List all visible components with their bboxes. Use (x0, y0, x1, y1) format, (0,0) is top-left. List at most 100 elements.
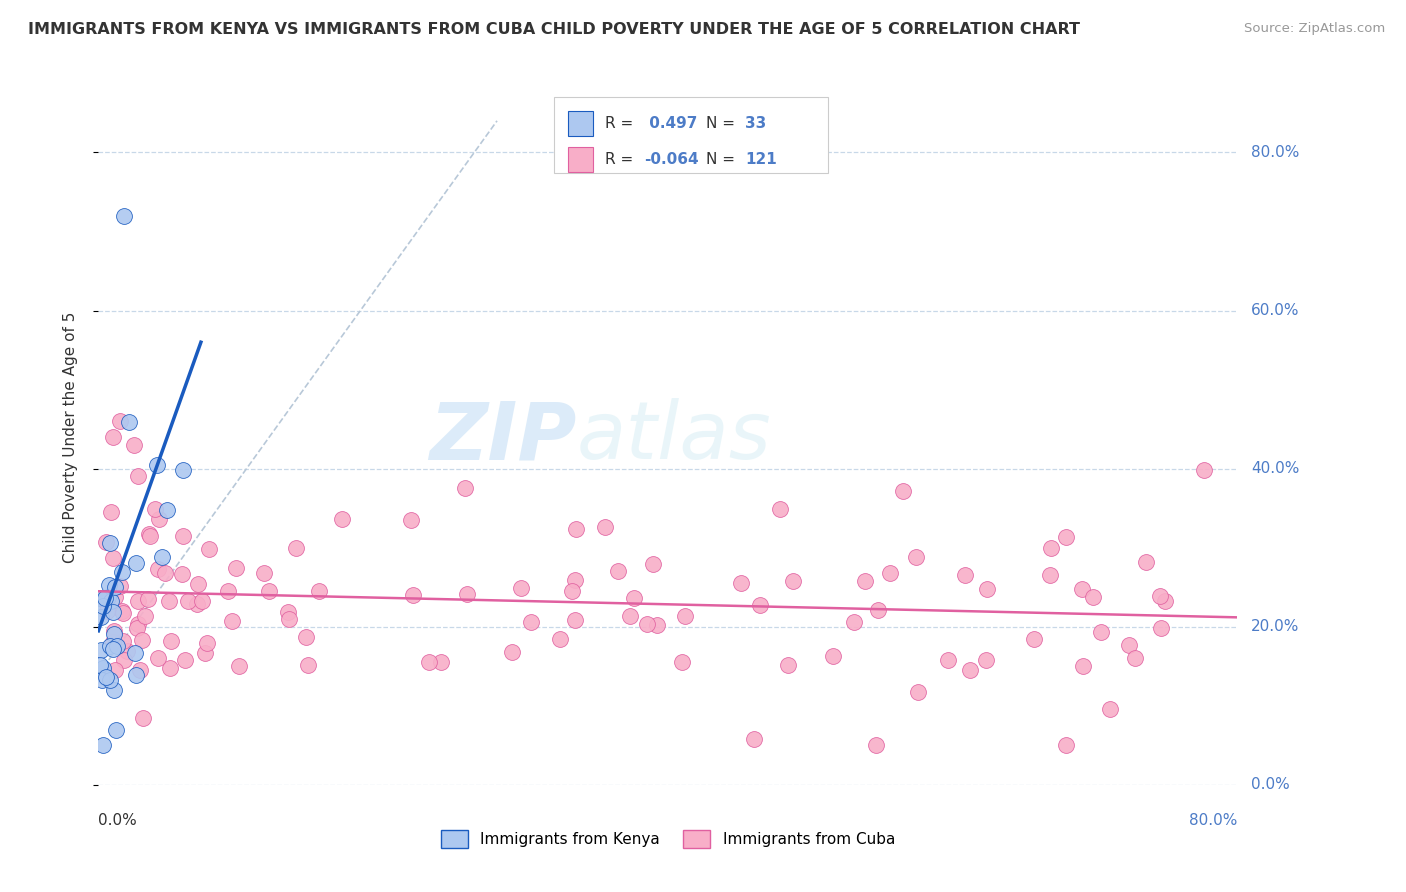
Point (198, 542, 221, 557)
Point (91, 599, 114, 613)
Point (100, 536, 122, 550)
Point (1024, 632, 1046, 646)
Point (104, 663, 127, 677)
Point (330, 512, 353, 526)
Point (91, 739, 114, 753)
Point (936, 653, 959, 667)
Point (122, 438, 145, 452)
Point (127, 594, 149, 608)
Point (101, 635, 124, 649)
Text: 40.0%: 40.0% (1251, 461, 1299, 476)
Point (89, 591, 111, 605)
Point (138, 527, 160, 541)
Point (187, 577, 209, 591)
Text: 80.0%: 80.0% (1189, 813, 1237, 828)
Point (94, 670, 117, 684)
Point (157, 594, 180, 608)
Point (146, 562, 169, 576)
Point (98, 673, 121, 688)
Point (104, 723, 127, 737)
Point (1070, 582, 1092, 596)
Point (782, 574, 804, 589)
Text: 80.0%: 80.0% (1251, 145, 1299, 160)
Point (100, 639, 122, 653)
Point (607, 564, 630, 578)
Point (172, 528, 194, 542)
Text: 0.0%: 0.0% (1251, 778, 1289, 792)
Point (159, 661, 181, 675)
Point (91, 661, 114, 675)
Point (136, 591, 159, 606)
Text: 20.0%: 20.0% (1251, 619, 1299, 634)
Point (1150, 621, 1173, 635)
Point (112, 606, 135, 620)
Point (127, 621, 149, 635)
Point (564, 573, 586, 587)
Point (976, 582, 998, 597)
Point (104, 591, 127, 605)
Point (177, 593, 200, 607)
Text: atlas: atlas (576, 398, 772, 476)
Point (974, 653, 997, 667)
Point (623, 591, 645, 606)
Point (153, 566, 176, 580)
Point (127, 617, 149, 632)
Point (1054, 739, 1077, 753)
Point (565, 522, 588, 536)
Point (418, 656, 440, 670)
Point (636, 617, 658, 632)
Point (217, 583, 239, 598)
Point (297, 658, 319, 673)
Point (127, 469, 149, 483)
Point (619, 608, 641, 623)
Point (146, 458, 169, 472)
Point (308, 583, 330, 598)
Point (520, 615, 543, 629)
Point (148, 512, 170, 526)
Point (125, 668, 148, 682)
Point (160, 634, 183, 648)
Point (105, 639, 128, 653)
Point (257, 584, 280, 599)
Point (253, 566, 276, 580)
Point (1090, 625, 1112, 640)
Point (1149, 589, 1171, 603)
Point (1123, 651, 1146, 665)
Point (111, 604, 134, 618)
Text: 33: 33 (745, 116, 766, 131)
Point (564, 613, 586, 627)
Point (143, 501, 166, 516)
Point (891, 483, 914, 498)
Text: N =: N = (706, 152, 740, 167)
Text: R =: R = (605, 152, 638, 167)
Point (561, 583, 583, 598)
Point (195, 635, 218, 649)
Point (776, 657, 799, 672)
Point (150, 550, 173, 565)
Text: Source: ZipAtlas.com: Source: ZipAtlas.com (1244, 22, 1385, 36)
Point (1135, 556, 1157, 570)
Point (186, 597, 208, 611)
Text: 0.497: 0.497 (644, 116, 697, 131)
Text: 0.0%: 0.0% (98, 813, 138, 828)
Point (100, 505, 122, 519)
Point (148, 650, 170, 665)
Point (641, 558, 664, 572)
Point (174, 653, 197, 667)
Point (749, 599, 772, 613)
Point (101, 641, 124, 656)
Point (842, 615, 865, 630)
Point (1071, 659, 1094, 673)
Point (1192, 463, 1215, 477)
Point (100, 594, 122, 608)
Text: 60.0%: 60.0% (1251, 303, 1299, 318)
Point (510, 581, 533, 595)
Point (821, 648, 844, 663)
Point (454, 481, 477, 495)
Text: N =: N = (706, 116, 740, 131)
Point (1154, 594, 1177, 608)
Point (1040, 541, 1063, 556)
Point (124, 647, 146, 661)
Point (111, 565, 134, 579)
Point (225, 561, 247, 575)
